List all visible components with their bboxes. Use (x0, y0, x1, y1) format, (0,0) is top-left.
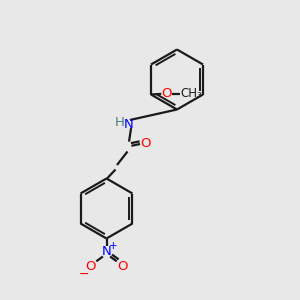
Text: N: N (102, 244, 111, 258)
Text: O: O (161, 87, 172, 100)
Text: N: N (124, 118, 134, 131)
Text: O: O (86, 260, 96, 273)
Text: O: O (117, 260, 128, 273)
Text: O: O (140, 137, 151, 150)
Text: −: − (79, 268, 89, 281)
Text: +: + (109, 241, 117, 251)
Text: CH₃: CH₃ (180, 87, 202, 100)
Text: H: H (115, 116, 125, 129)
